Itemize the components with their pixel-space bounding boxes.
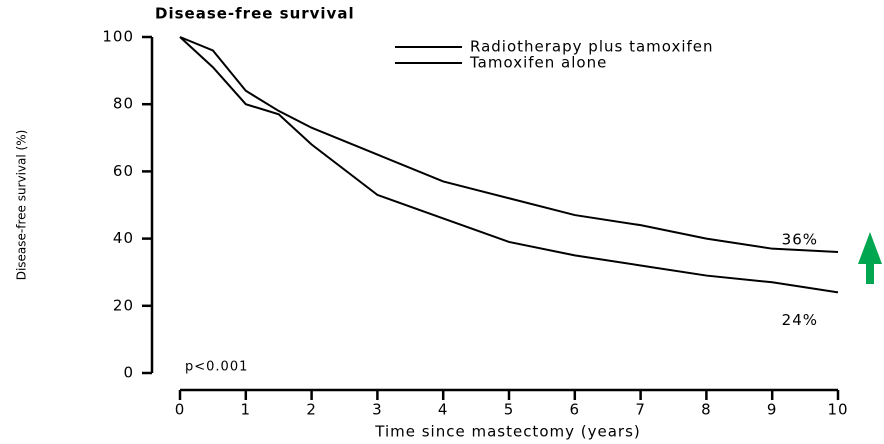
value-label: 36% — [782, 231, 818, 249]
legend-label: Radiotherapy plus tamoxifen — [470, 38, 714, 56]
y-tick-label: 60 — [113, 162, 134, 180]
x-tick-label: 2 — [306, 401, 317, 419]
y-axis-label: Disease-free survival (%) — [15, 130, 29, 281]
x-tick-label: 6 — [570, 401, 581, 419]
chart-title: Disease-free survival — [155, 5, 355, 23]
p-value: p<0.001 — [185, 360, 248, 375]
x-tick-label: 5 — [504, 401, 515, 419]
y-tick-label: 80 — [113, 95, 134, 113]
series-line — [179, 36, 839, 254]
x-tick-label: 1 — [241, 401, 252, 419]
x-tick-label: 10 — [827, 401, 848, 419]
value-label: 24% — [782, 311, 818, 329]
series-line — [179, 36, 839, 294]
legend-label: Tamoxifen alone — [469, 54, 607, 72]
x-tick-label: 4 — [438, 401, 449, 419]
arrow-icon — [858, 232, 882, 284]
y-tick-label: 20 — [113, 296, 134, 314]
x-axis-label: Time since mastectomy (years) — [374, 423, 640, 441]
y-tick-label: 100 — [102, 28, 134, 46]
y-tick-label: 40 — [113, 229, 134, 247]
x-tick-label: 0 — [175, 401, 186, 419]
x-tick-label: 8 — [701, 401, 712, 419]
x-tick-label: 7 — [635, 401, 646, 419]
y-tick-label: 0 — [123, 364, 134, 382]
x-tick-label: 9 — [767, 401, 778, 419]
x-tick-label: 3 — [372, 401, 383, 419]
